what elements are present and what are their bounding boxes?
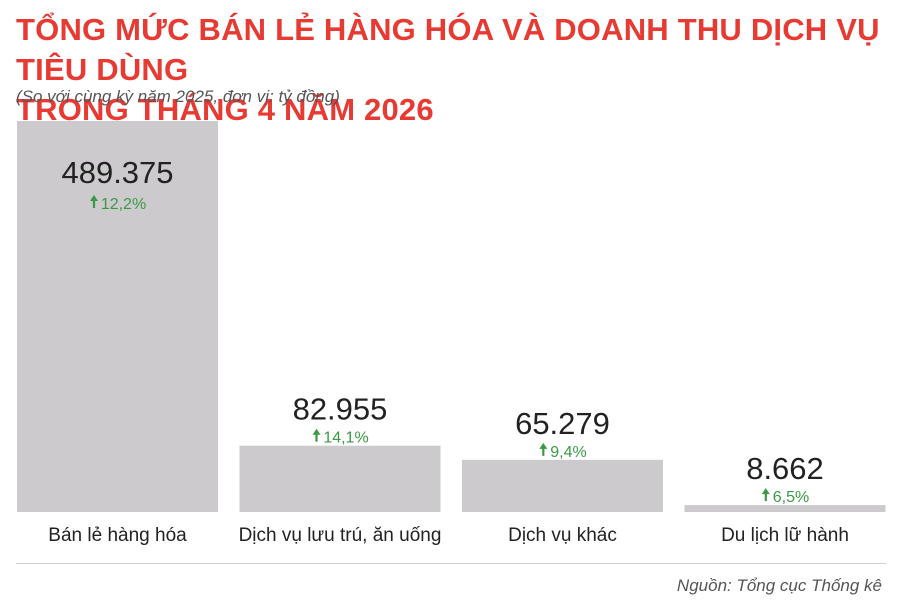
source-note: Nguồn: Tổng cục Thống kê bbox=[676, 576, 882, 595]
bar bbox=[684, 505, 886, 512]
up-arrow-icon bbox=[90, 195, 98, 208]
category-label: Dịch vụ lưu trú, ăn uống bbox=[239, 525, 442, 546]
value-label: 489.375 bbox=[61, 155, 173, 190]
up-arrow-icon bbox=[539, 442, 548, 456]
bar bbox=[462, 459, 663, 512]
chart-title: TỔNG MỨC BÁN LẺ HÀNG HÓA VÀ DOANH THU DỊ… bbox=[16, 10, 896, 130]
category-label: Du lịch lữ hành bbox=[721, 525, 849, 546]
bar bbox=[239, 445, 441, 512]
value-label: 82.955 bbox=[293, 392, 388, 427]
growth-label: 9,4% bbox=[550, 444, 586, 461]
footer-divider bbox=[16, 563, 886, 564]
value-label: 65.279 bbox=[515, 406, 610, 441]
category-label: Bán lẻ hàng hóa bbox=[48, 525, 187, 546]
up-arrow-icon bbox=[312, 428, 321, 442]
chart-subtitle: (So với cùng kỳ năm 2025, đơn vị: tỷ đồn… bbox=[16, 87, 340, 106]
growth-label: 12,2% bbox=[101, 196, 146, 213]
category-label: Dịch vụ khác bbox=[508, 525, 617, 546]
growth-label: 14,1% bbox=[323, 430, 368, 447]
value-label: 8.662 bbox=[746, 451, 824, 486]
bar bbox=[17, 121, 218, 512]
growth-label: 6,5% bbox=[773, 489, 809, 506]
bar-chart: 489.375 12,2% Bán lẻ hàng hóa 82.955 14,1% Dị… bbox=[17, 121, 886, 546]
title-line-1: TỔNG MỨC BÁN LẺ HÀNG HÓA VÀ DOANH THU DỊ… bbox=[16, 12, 880, 87]
up-arrow-icon bbox=[761, 488, 770, 502]
